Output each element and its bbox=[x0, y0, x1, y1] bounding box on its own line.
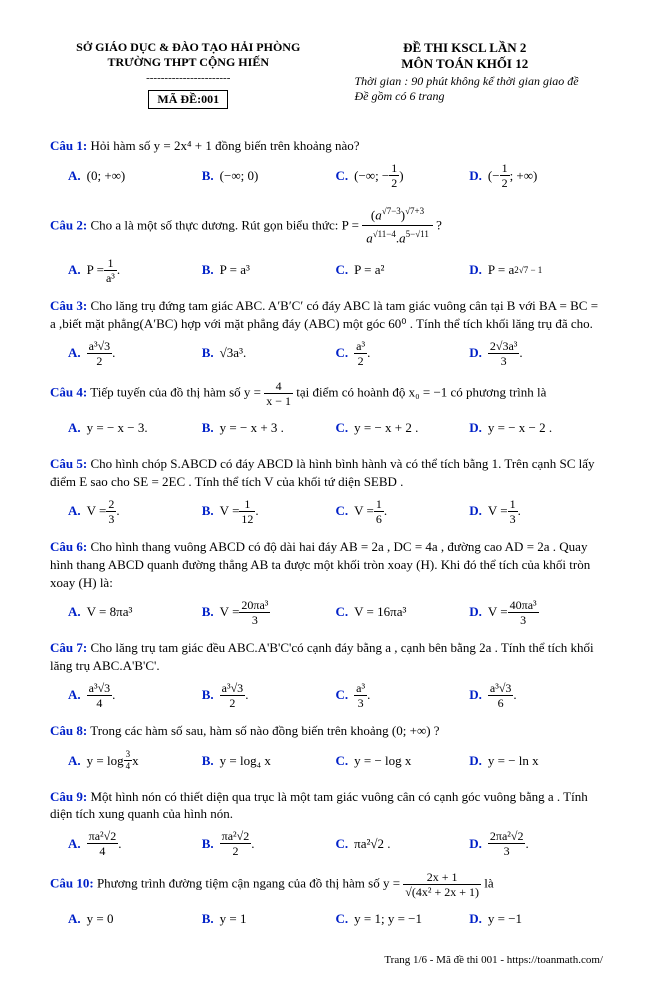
q7-a: A. a³√34. bbox=[68, 678, 202, 712]
q10-d: D.y = −1 bbox=[469, 902, 603, 936]
q5-answers: A. V = 23. B. V = 112. C. V = 16. D. V =… bbox=[68, 494, 603, 528]
q9-answers: A. πa²√24. B. πa²√22. C.πa²√2 . D. 2πa²√… bbox=[68, 827, 603, 861]
q10-b: B.y = 1 bbox=[202, 902, 336, 936]
q5-b: B. V = 112. bbox=[202, 494, 336, 528]
school-label: TRƯỜNG THPT CỘNG HIẾN bbox=[50, 55, 327, 70]
q6-d: D. V = 40πa³3 bbox=[469, 595, 603, 629]
q5-label: Câu 5: bbox=[50, 456, 87, 471]
q7-label: Câu 7: bbox=[50, 640, 87, 655]
page-header: SỞ GIÁO DỤC & ĐÀO TẠO HẢI PHÒNG TRƯỜNG T… bbox=[50, 40, 603, 109]
q10-c: C.y = 1; y = −1 bbox=[336, 902, 470, 936]
q1-text: Hỏi hàm số y = 2x⁴ + 1 đồng biến trên kh… bbox=[90, 138, 359, 153]
q3-text: Cho lăng trụ đứng tam giác ABC. A′B′C′ c… bbox=[50, 298, 598, 331]
q9: Câu 9: Một hình nón có thiết diện qua tr… bbox=[50, 788, 603, 823]
q10-answers: A.y = 0 B.y = 1 C.y = 1; y = −1 D.y = −1 bbox=[68, 902, 603, 936]
q7-d: D. a³√36. bbox=[469, 678, 603, 712]
q9-d: D. 2πa²√23. bbox=[469, 827, 603, 861]
q2: Câu 2: Cho a là một số thực dương. Rút g… bbox=[50, 203, 603, 250]
page-footer: Trang 1/6 - Mã đề thi 001 - https://toan… bbox=[50, 954, 603, 966]
q8: Câu 8: Trong các hàm số sau, hàm số nào … bbox=[50, 722, 603, 740]
q5-a: A. V = 23. bbox=[68, 494, 202, 528]
q4-c: C.y = − x + 2 . bbox=[336, 411, 470, 445]
q9-a: A. πa²√24. bbox=[68, 827, 202, 861]
q4-d: D.y = − x − 2 . bbox=[469, 411, 603, 445]
q3-label: Câu 3: bbox=[50, 298, 87, 313]
q5-c: C. V = 16. bbox=[336, 494, 470, 528]
q9-b: B. πa²√22. bbox=[202, 827, 336, 861]
q7-answers: A. a³√34. B. a³√32. C. a³3. D. a³√36. bbox=[68, 678, 603, 712]
q3-answers: A. a³√32. B.√3a³. C. a³2. D. 2√3a³3. bbox=[68, 336, 603, 370]
q4-b: B.y = − x + 3 . bbox=[202, 411, 336, 445]
dept-label: SỞ GIÁO DỤC & ĐÀO TẠO HẢI PHÒNG bbox=[50, 40, 327, 55]
q4: Câu 4: Tiếp tuyến của đồ thị hàm số y = … bbox=[50, 380, 603, 407]
q2-answers: A. P = 1a³. B.P = a³ C.P = a² D. P = a2√… bbox=[68, 253, 603, 287]
exam-title: ĐỀ THI KSCL LẦN 2 bbox=[327, 40, 604, 56]
q1-a: A.(0; +∞) bbox=[68, 159, 202, 193]
exam-code-box: MÃ ĐỀ:001 bbox=[148, 90, 228, 109]
header-right: ĐỀ THI KSCL LẦN 2 MÔN TOÁN KHỐI 12 Thời … bbox=[327, 40, 604, 109]
q9-label: Câu 9: bbox=[50, 789, 87, 804]
q4-a: A.y = − x − 3. bbox=[68, 411, 202, 445]
q8-a: A. y = log 34 x bbox=[68, 744, 202, 778]
q8-d: D.y = − ln x bbox=[469, 744, 603, 778]
exam-subject: MÔN TOÁN KHỐI 12 bbox=[327, 56, 604, 72]
q2-b: B.P = a³ bbox=[202, 253, 336, 287]
q8-b: B.y = log₄ x bbox=[202, 744, 336, 778]
q7: Câu 7: Cho lăng trụ tam giác đều ABC.A'B… bbox=[50, 639, 603, 674]
time-note: Thời gian : 90 phút không kể thời gian g… bbox=[327, 74, 604, 89]
q8-answers: A. y = log 34 x B.y = log₄ x C.y = − log… bbox=[68, 744, 603, 778]
q2-text: Cho a là một số thực dương. Rút gọn biểu… bbox=[90, 217, 362, 232]
q6-a: A.V = 8πa³ bbox=[68, 595, 202, 629]
q3-a: A. a³√32. bbox=[68, 336, 202, 370]
header-left: SỞ GIÁO DỤC & ĐÀO TẠO HẢI PHÒNG TRƯỜNG T… bbox=[50, 40, 327, 109]
q1-answers: A.(0; +∞) B.(−∞; 0) C. (−∞; − 12 ) D. (−… bbox=[68, 159, 603, 193]
q2-expr: (a√7−3)√7+3 a√11−4.a5−√11 bbox=[362, 203, 433, 250]
q10-a: A.y = 0 bbox=[68, 902, 202, 936]
q2-c: C.P = a² bbox=[336, 253, 470, 287]
q2-a: A. P = 1a³. bbox=[68, 253, 202, 287]
q9-c: C.πa²√2 . bbox=[336, 827, 470, 861]
q7-b: B. a³√32. bbox=[202, 678, 336, 712]
pages-note: Đề gồm có 6 trang bbox=[327, 89, 604, 104]
q4-label: Câu 4: bbox=[50, 385, 87, 400]
q8-c: C.y = − log x bbox=[336, 744, 470, 778]
q4-answers: A.y = − x − 3. B.y = − x + 3 . C.y = − x… bbox=[68, 411, 603, 445]
q5: Câu 5: Cho hình chóp S.ABCD có đáy ABCD … bbox=[50, 455, 603, 490]
q8-label: Câu 8: bbox=[50, 723, 87, 738]
q2-d: D. P = a2√7 − 1 bbox=[469, 253, 603, 287]
q6: Câu 6: Cho hình thang vuông ABCD có độ d… bbox=[50, 538, 603, 591]
q3-b: B.√3a³. bbox=[202, 336, 336, 370]
q7-c: C. a³3. bbox=[336, 678, 470, 712]
q5-d: D. V = 13. bbox=[469, 494, 603, 528]
q10-label: Câu 10: bbox=[50, 875, 94, 890]
q1: Câu 1: Hỏi hàm số y = 2x⁴ + 1 đồng biến … bbox=[50, 137, 603, 155]
q1-b: B.(−∞; 0) bbox=[202, 159, 336, 193]
q6-label: Câu 6: bbox=[50, 539, 87, 554]
q6-c: C.V = 16πa³ bbox=[336, 595, 470, 629]
q3: Câu 3: Cho lăng trụ đứng tam giác ABC. A… bbox=[50, 297, 603, 332]
dashes: ----------------------- bbox=[50, 72, 327, 84]
q3-d: D. 2√3a³3. bbox=[469, 336, 603, 370]
q2-label: Câu 2: bbox=[50, 217, 87, 232]
q1-label: Câu 1: bbox=[50, 138, 87, 153]
q6-answers: A.V = 8πa³ B. V = 20πa³3 C.V = 16πa³ D. … bbox=[68, 595, 603, 629]
q10: Câu 10: Phương trình đường tiệm cận ngan… bbox=[50, 871, 603, 898]
q1-c: C. (−∞; − 12 ) bbox=[336, 159, 470, 193]
q3-c: C. a³2. bbox=[336, 336, 470, 370]
q1-d: D. (− 12 ; +∞) bbox=[469, 159, 603, 193]
q6-b: B. V = 20πa³3 bbox=[202, 595, 336, 629]
